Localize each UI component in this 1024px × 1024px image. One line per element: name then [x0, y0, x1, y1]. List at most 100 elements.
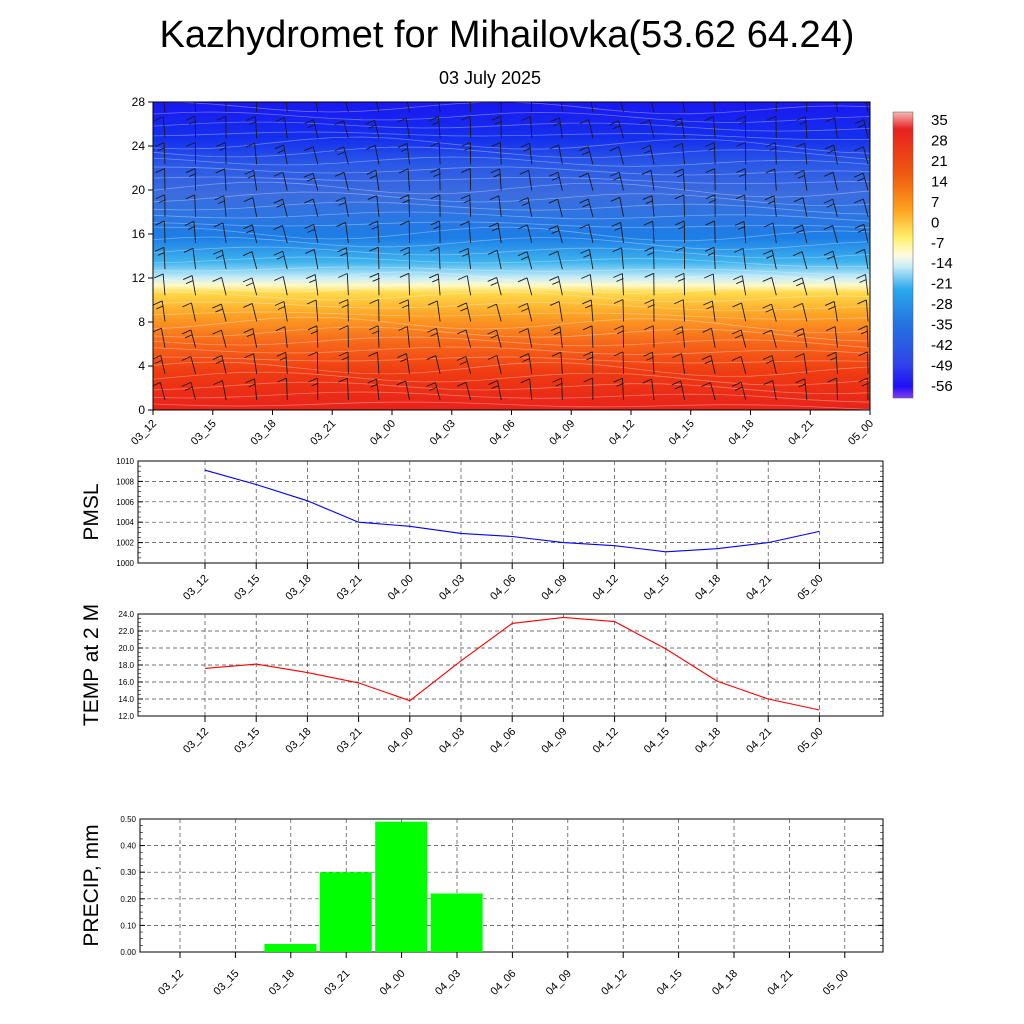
- page-subtitle: 03 July 2025: [439, 68, 541, 88]
- x-tick-label: 03_15: [232, 573, 262, 603]
- wind-barb: [245, 142, 258, 165]
- wind-barb: [399, 299, 410, 322]
- wind-barb: [285, 102, 288, 113]
- isotherm-contour: [153, 266, 870, 276]
- wind-barb: [429, 273, 441, 296]
- heatmap-x-tick-label: 04_00: [368, 418, 398, 448]
- wind-barb: [185, 194, 197, 217]
- y-tick-label: 0.40: [120, 842, 136, 851]
- wind-barb: [469, 102, 472, 113]
- wind-barb: [274, 276, 288, 296]
- wind-barb: [793, 328, 808, 348]
- wind-barb: [704, 273, 716, 296]
- wind-barb: [732, 302, 747, 322]
- pmsl-panel: 1000 1002 1004 1006 1008 1010 03_12 03_15 03_18 0…: [80, 457, 884, 603]
- wind-barb: [429, 142, 441, 165]
- x-tick-label: 04_12: [591, 726, 621, 756]
- wind-barb: [488, 222, 502, 243]
- colorbar-scale: [892, 111, 914, 399]
- wind-barb: [736, 115, 747, 139]
- wind-barb: [338, 351, 350, 374]
- wind-barb: [243, 303, 258, 322]
- wind-barb: [489, 195, 502, 217]
- wind-barb: [399, 220, 410, 243]
- wind-barb: [518, 302, 533, 322]
- wind-barb: [854, 198, 869, 217]
- wind-barb: [702, 327, 716, 348]
- heatmap-x-tick-label: 04_18: [727, 418, 757, 448]
- temp-line: [204, 616, 820, 711]
- wind-barb: [763, 380, 777, 401]
- y-axis-title: TEMP at 2 M: [80, 604, 103, 726]
- wind-barb: [225, 102, 227, 113]
- wind-barb: [733, 247, 747, 270]
- wind-barb: [426, 382, 441, 401]
- wind-barb: [548, 198, 563, 217]
- wind-barb: [519, 353, 533, 374]
- x-tick-label: 04_18: [693, 726, 723, 756]
- wind-barb: [304, 119, 319, 139]
- wind-barb: [153, 382, 166, 401]
- x-tick-label: 04_15: [642, 573, 672, 603]
- wind-barb: [461, 141, 472, 165]
- wind-barb: [369, 299, 380, 322]
- wind-barb: [243, 224, 258, 244]
- wind-barb: [674, 194, 686, 217]
- x-tick-label: 04_21: [765, 968, 795, 998]
- x-tick-label: 03_12: [181, 573, 211, 603]
- wind-barb: [733, 275, 747, 296]
- colorbar-label: -49: [931, 358, 953, 375]
- wind-barb: [613, 351, 624, 374]
- wind-barb: [561, 102, 563, 113]
- wind-barb: [825, 117, 838, 139]
- wind-barb: [304, 223, 319, 244]
- y-tick-label: 1006: [116, 498, 134, 507]
- precip-panel: 0.00 0.10 0.20 0.30 0.40 0.50 03_12 03_15 03_18 0…: [80, 815, 884, 998]
- wind-barb: [579, 223, 594, 244]
- panel-frame: [139, 818, 884, 953]
- pmsl-line: [204, 469, 820, 553]
- wind-barb: [531, 102, 533, 113]
- y-tick-label: 16.0: [118, 678, 134, 687]
- wind-barb: [792, 277, 808, 296]
- wind-barb: [153, 273, 166, 296]
- isotherm-contour: [153, 246, 870, 259]
- wind-barb: [456, 356, 472, 374]
- wind-barb: [794, 353, 808, 374]
- wind-barb: [369, 325, 380, 348]
- wind-barb: [552, 377, 563, 401]
- wind-barb: [194, 102, 197, 113]
- isotherm-contour: [153, 121, 870, 132]
- wind-barb: [620, 102, 624, 113]
- wind-barb: [704, 246, 716, 270]
- wind-barb: [398, 168, 410, 191]
- wind-barb: [212, 303, 227, 322]
- wind-barb: [579, 198, 594, 217]
- x-tick-label: 04_00: [378, 968, 408, 998]
- wind-barb: [276, 351, 288, 374]
- heatmap-x-tick-label: 03_15: [189, 418, 219, 448]
- y-tick-label: 18.0: [118, 661, 134, 670]
- wind-barb: [307, 325, 319, 348]
- wind-barb: [461, 168, 472, 191]
- wind-barb: [487, 277, 502, 296]
- y-tick-label: 1008: [116, 477, 134, 486]
- isotherm-contour: [153, 371, 870, 386]
- wind-barb: [273, 250, 288, 270]
- x-tick-label: 03_18: [283, 726, 313, 756]
- wind-barb: [367, 195, 380, 217]
- wind-barb: [244, 353, 258, 374]
- wind-barb: [518, 224, 533, 244]
- wind-barb: [611, 221, 624, 243]
- isotherm-contour: [153, 361, 870, 377]
- wind-barb: [705, 142, 716, 165]
- wind-barb: [520, 142, 533, 165]
- wind-barb: [369, 272, 380, 296]
- x-tick-label: 04_18: [693, 573, 723, 603]
- wind-barb: [243, 328, 258, 348]
- wind-barb: [430, 220, 441, 243]
- wind-barb: [582, 325, 594, 348]
- wind-barb: [762, 355, 777, 374]
- x-tick-label: 05_00: [821, 968, 851, 998]
- wind-barb: [854, 119, 869, 139]
